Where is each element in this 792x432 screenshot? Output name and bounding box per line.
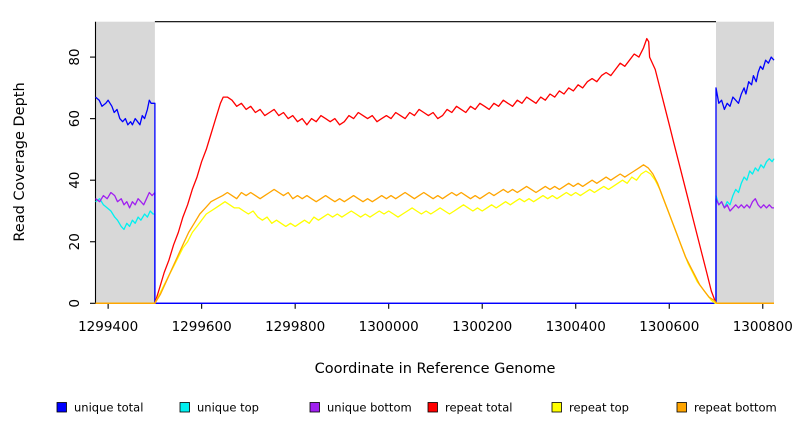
masked-region: [95, 21, 155, 304]
x-axis-title: Coordinate in Reference Genome: [315, 361, 556, 377]
legend-label: repeat total: [445, 401, 512, 415]
y-tick-label: 0: [67, 299, 83, 308]
legend-swatch-unique-bottom: [309, 402, 320, 413]
x-tick-label: 1300400: [546, 319, 606, 335]
legend-swatch-repeat-total: [427, 402, 438, 413]
y-tick-label: 20: [67, 233, 83, 250]
x-tick-label: 1300200: [452, 319, 512, 335]
x-tick-label: 1300800: [733, 319, 792, 335]
y-tick-label: 40: [67, 172, 83, 189]
legend-item: repeat bottom: [676, 401, 777, 415]
series-unique-top: [95, 158, 775, 304]
legend-item: repeat top: [551, 401, 629, 415]
legend-swatch-unique-total: [56, 402, 67, 413]
chart-legend: unique total unique top unique bottom repea…: [56, 401, 777, 415]
legend-item: unique top: [179, 401, 259, 415]
legend-item: unique bottom: [309, 401, 412, 415]
legend-swatch-repeat-top: [551, 402, 562, 413]
chart-layer: 1299400 1299600 1299800 1300000 1300200 13004…: [67, 21, 792, 335]
series-repeat-total: [95, 37, 774, 304]
series-repeat-top: [95, 170, 774, 304]
x-tick-label: 1299400: [78, 319, 138, 335]
legend-label: repeat bottom: [694, 401, 777, 415]
x-tick-label: 1300000: [359, 319, 419, 335]
x-tick-label: 1300600: [639, 319, 699, 335]
y-tick-label: 80: [67, 48, 83, 65]
masked-region: [716, 21, 774, 304]
x-tick-label: 1299800: [265, 319, 325, 335]
legend-label: unique top: [197, 401, 259, 415]
y-axis-title: Read Coverage Depth: [12, 82, 28, 241]
y-tick-label: 60: [67, 110, 83, 127]
legend-item: repeat total: [427, 401, 512, 415]
x-tick-label: 1299600: [172, 319, 232, 335]
series-repeat-bottom: [95, 164, 774, 304]
legend-swatch-repeat-bottom: [676, 402, 687, 413]
legend-label: repeat top: [569, 401, 629, 415]
legend-swatch-unique-top: [179, 402, 190, 413]
legend-label: unique bottom: [327, 401, 412, 415]
series-unique-total: [95, 56, 775, 304]
series-unique-bottom: [95, 191, 774, 304]
legend-label: unique total: [74, 401, 143, 415]
legend-item: unique total: [56, 401, 143, 415]
